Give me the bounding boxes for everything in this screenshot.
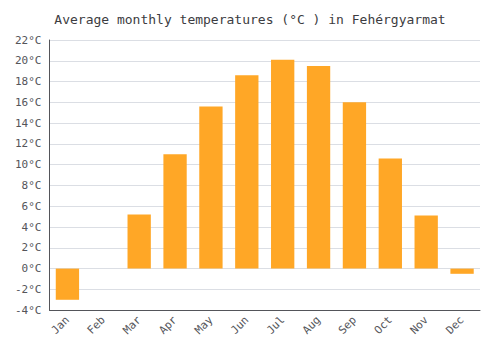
svg-text:4°C: 4°C	[22, 221, 42, 234]
svg-text:Feb: Feb	[85, 314, 108, 337]
svg-text:22°C: 22°C	[15, 34, 42, 47]
svg-text:Jun: Jun	[228, 314, 251, 337]
svg-text:Nov: Nov	[408, 313, 431, 336]
svg-text:18°C: 18°C	[15, 75, 42, 88]
svg-text:0°C: 0°C	[22, 262, 42, 275]
svg-text:16°C: 16°C	[15, 96, 42, 109]
svg-text:Oct: Oct	[372, 314, 395, 337]
svg-text:Apr: Apr	[156, 313, 179, 336]
svg-text:2°C: 2°C	[22, 241, 42, 254]
svg-text:Aug: Aug	[300, 314, 323, 337]
svg-text:20°C: 20°C	[15, 54, 42, 67]
svg-text:8°C: 8°C	[22, 179, 42, 192]
svg-text:Mar: Mar	[121, 313, 144, 336]
svg-text:-4°C: -4°C	[15, 304, 42, 317]
svg-text:Jan: Jan	[49, 314, 72, 337]
svg-text:May: May	[192, 313, 215, 336]
svg-text:Jul: Jul	[264, 314, 287, 337]
svg-text:6°C: 6°C	[22, 200, 42, 213]
svg-text:Average monthly temperatures (: Average monthly temperatures (°C ) in Fe…	[54, 12, 445, 27]
svg-text:Dec: Dec	[443, 314, 466, 337]
svg-text:Sep: Sep	[336, 314, 359, 337]
svg-text:14°C: 14°C	[15, 117, 42, 130]
svg-text:10°C: 10°C	[15, 158, 42, 171]
svg-text:-2°C: -2°C	[15, 283, 42, 296]
svg-text:12°C: 12°C	[15, 137, 42, 150]
